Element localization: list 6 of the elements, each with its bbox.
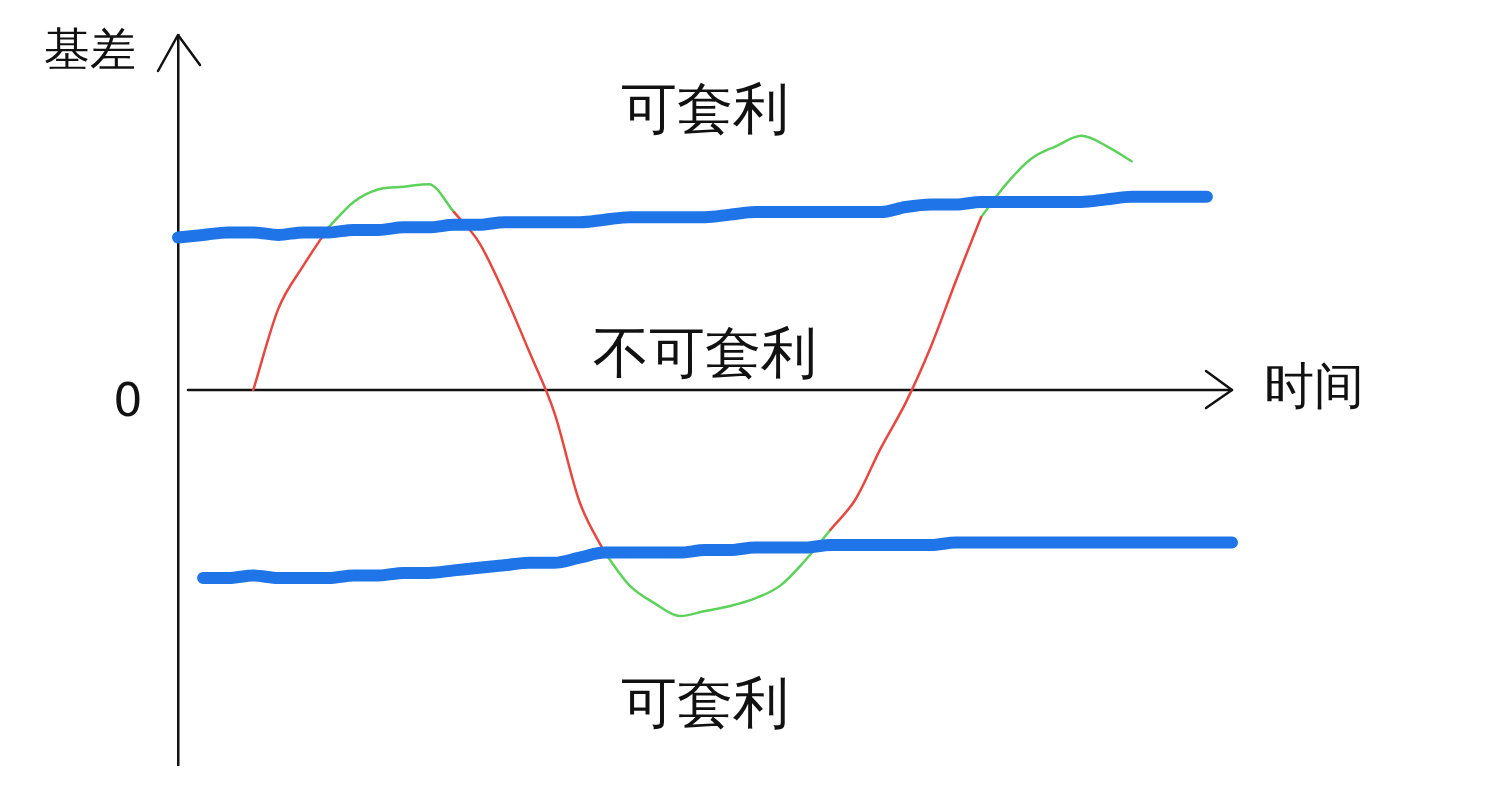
annotation: 不可套利 xyxy=(593,319,817,385)
y-axis-title: 基差 xyxy=(44,21,136,76)
annotation: 可套利 xyxy=(621,75,789,141)
text: 可套利 xyxy=(621,669,789,735)
ref-line-label: 0 xyxy=(113,372,143,427)
x-axis-title: 时间 xyxy=(1264,356,1364,415)
